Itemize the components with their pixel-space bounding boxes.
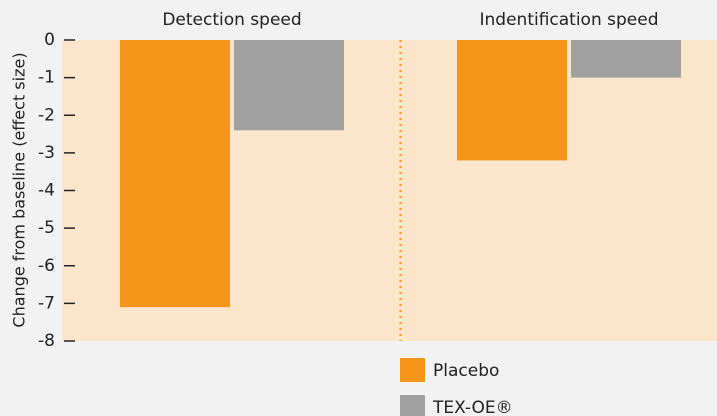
legend-swatch bbox=[400, 395, 425, 416]
y-tick-label: -3 bbox=[38, 143, 55, 163]
bar bbox=[120, 40, 230, 308]
y-tick-label: -4 bbox=[38, 181, 55, 201]
bar bbox=[234, 40, 344, 131]
legend-swatch bbox=[400, 358, 425, 382]
y-tick-label: 0 bbox=[44, 30, 55, 50]
y-axis-label: Change from baseline (effect size) bbox=[10, 52, 29, 327]
bar bbox=[571, 40, 681, 78]
y-tick-label: -7 bbox=[38, 293, 55, 313]
legend-label: Placebo bbox=[433, 361, 499, 381]
category-label: Detection speed bbox=[162, 10, 301, 30]
y-tick-label: -8 bbox=[38, 331, 55, 351]
y-tick-label: -6 bbox=[38, 256, 55, 276]
y-tick-label: -2 bbox=[38, 105, 55, 125]
category-label: Indentification speed bbox=[480, 10, 659, 30]
bar bbox=[457, 40, 567, 161]
y-tick-label: -1 bbox=[38, 68, 55, 88]
legend-label: TEX-OE® bbox=[432, 398, 513, 416]
y-tick-label: -5 bbox=[38, 218, 55, 238]
